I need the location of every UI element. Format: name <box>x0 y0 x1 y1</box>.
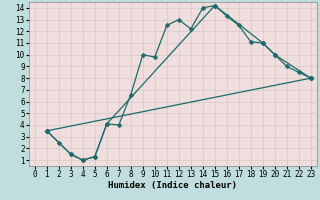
X-axis label: Humidex (Indice chaleur): Humidex (Indice chaleur) <box>108 181 237 190</box>
